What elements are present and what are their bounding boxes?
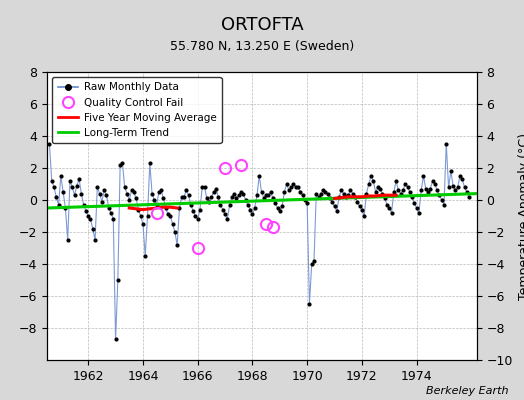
Legend: Raw Monthly Data, Quality Control Fail, Five Year Moving Average, Long-Term Tren: Raw Monthly Data, Quality Control Fail, … [52,77,222,143]
Text: ORTOFTA: ORTOFTA [221,16,303,34]
Text: 55.780 N, 13.250 E (Sweden): 55.780 N, 13.250 E (Sweden) [170,40,354,53]
Text: Berkeley Earth: Berkeley Earth [426,386,508,396]
Y-axis label: Temperature Anomaly (°C): Temperature Anomaly (°C) [518,132,524,300]
